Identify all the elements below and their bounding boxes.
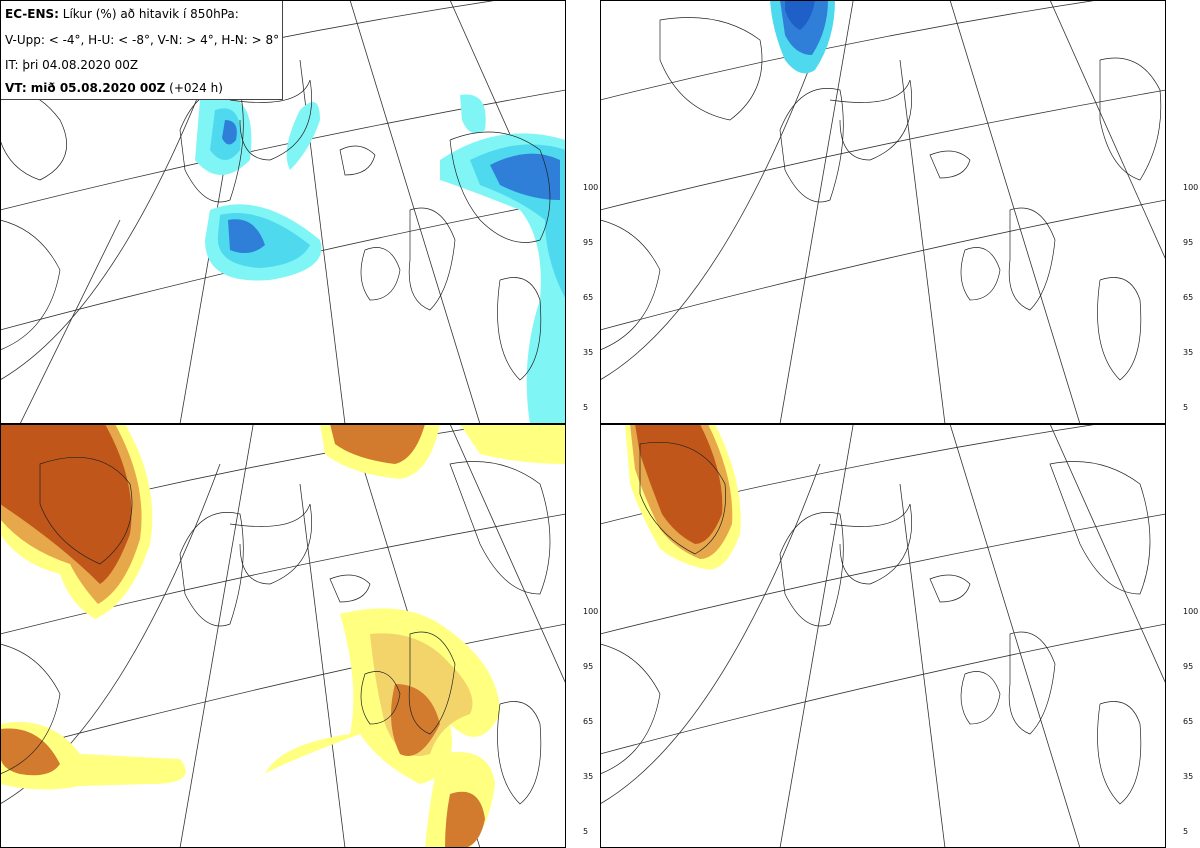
threshold-legend: V-Upp: < -4°, H-U: < -8°, V-N: > 4°, H-N… bbox=[5, 33, 280, 47]
coastlines bbox=[600, 441, 1151, 805]
colorbar-tick-label: 95 bbox=[583, 238, 594, 247]
colorbar-tick-label: 5 bbox=[583, 827, 589, 836]
colorbar-tick-label: 65 bbox=[583, 293, 594, 302]
probability-map-v-upp bbox=[0, 0, 566, 424]
colorbar-tick-label: 5 bbox=[1183, 827, 1189, 836]
colorbar-tick-label: 65 bbox=[1183, 717, 1194, 726]
coastlines bbox=[0, 457, 551, 805]
colorbar-tick-label: 100 bbox=[583, 607, 599, 616]
colorbar-tick-label: 35 bbox=[583, 348, 594, 357]
colorbar-tick-label: 95 bbox=[1183, 238, 1194, 247]
probability-map-h-n bbox=[600, 424, 1166, 848]
model-label: EC-ENS: bbox=[5, 7, 59, 21]
cold-probability-fill bbox=[770, 0, 835, 74]
cold-probability-fill bbox=[195, 94, 566, 424]
colorbar-tick-label: 35 bbox=[583, 772, 594, 781]
initial-time: IT: þri 04.08.2020 00Z bbox=[5, 58, 139, 72]
colorbar-tick-label: 100 bbox=[583, 183, 599, 192]
warm-probability-fill bbox=[0, 424, 566, 848]
probability-map-h-u bbox=[600, 0, 1166, 424]
graticule bbox=[600, 424, 1166, 848]
coastlines bbox=[600, 17, 1162, 381]
colorbar-tick-label: 5 bbox=[1183, 403, 1189, 412]
graticule bbox=[600, 0, 1166, 424]
map-info-box: EC-ENS: Líkur (%) að hitavik í 850hPa: V… bbox=[0, 0, 283, 100]
forecast-offset: (+024 h) bbox=[169, 81, 223, 95]
probability-map-v-n bbox=[0, 424, 566, 848]
valid-time: VT: mið 05.08.2020 00Z bbox=[5, 81, 166, 95]
colorbar-tick-label: 5 bbox=[583, 403, 589, 412]
panel-v-n bbox=[0, 424, 566, 848]
colorbar-tick-label: 65 bbox=[1183, 293, 1194, 302]
panel-h-n bbox=[600, 424, 1166, 848]
colorbar-tick-label: 95 bbox=[1183, 662, 1194, 671]
colorbar-tick-label: 65 bbox=[583, 717, 594, 726]
map-title: Líkur (%) að hitavik í 850hPa: bbox=[62, 7, 239, 21]
colorbar-tick-label: 100 bbox=[1183, 607, 1199, 616]
colorbar-tick-label: 35 bbox=[1183, 772, 1194, 781]
colorbar-tick-label: 100 bbox=[1183, 183, 1199, 192]
panel-h-u bbox=[600, 0, 1166, 424]
colorbar-tick-label: 95 bbox=[583, 662, 594, 671]
colorbar-tick-label: 35 bbox=[1183, 348, 1194, 357]
panel-v-upp bbox=[0, 0, 566, 424]
